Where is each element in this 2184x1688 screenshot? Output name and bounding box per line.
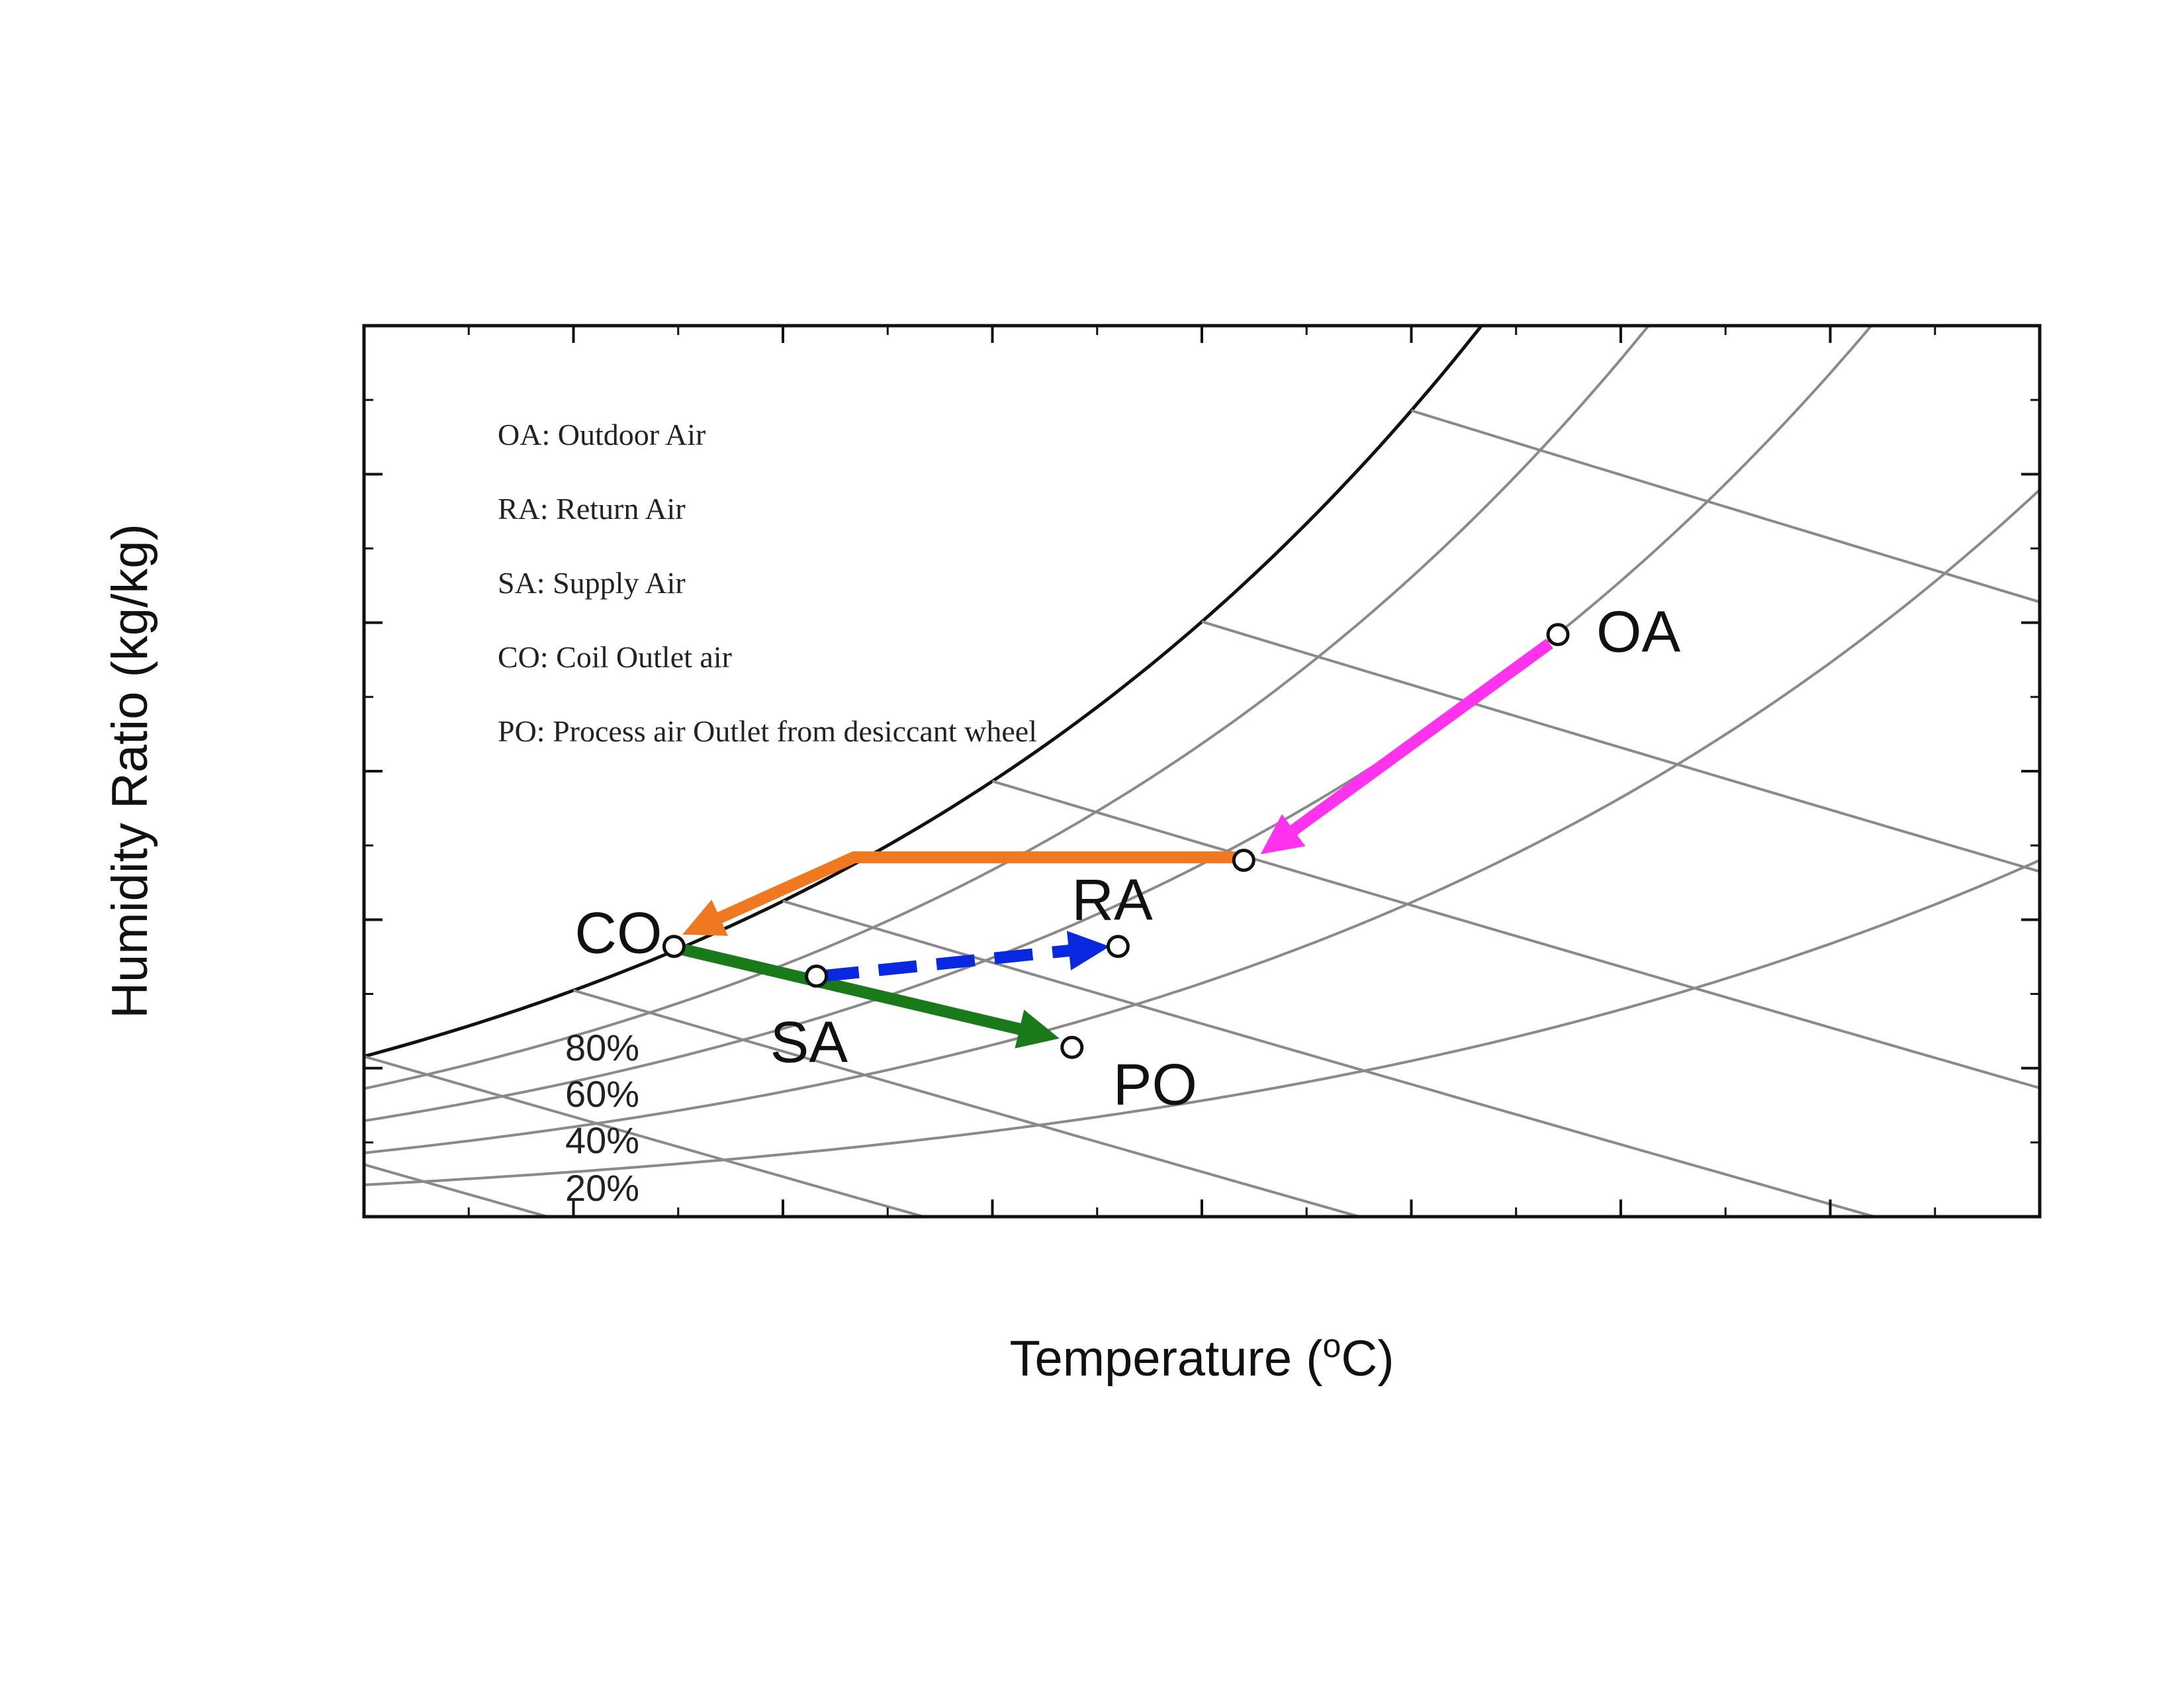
state-point-label: CO bbox=[574, 900, 662, 966]
state-point-marker bbox=[1232, 849, 1255, 872]
wet-bulb-line bbox=[364, 1163, 553, 1217]
state-point-marker bbox=[1060, 1035, 1084, 1059]
wet-bulb-line bbox=[572, 989, 1365, 1217]
rh-curve bbox=[364, 326, 1874, 1123]
rh-labels: 80% 60%40% 20% bbox=[565, 1027, 639, 1209]
legend-entry: CO: Coil Outlet air bbox=[498, 640, 732, 674]
process-line bbox=[681, 943, 1029, 1037]
x-axis-title: Temperature (oC) bbox=[1009, 1327, 1394, 1387]
rh-curve bbox=[364, 326, 1651, 1090]
rh-label: 80% bbox=[565, 1027, 639, 1068]
process-arrowhead bbox=[1260, 814, 1306, 855]
rh-label: 20% bbox=[565, 1167, 639, 1209]
y-axis-title: Humidity Ratio (kg/kg) bbox=[102, 524, 158, 1019]
axes: Temperature (oC) Humidity Ratio (kg/kg) bbox=[102, 324, 2042, 1387]
state-point-marker bbox=[805, 964, 829, 988]
process-arrows bbox=[681, 638, 1553, 1049]
legend-entry: OA: Outdoor Air bbox=[498, 418, 705, 451]
state-point-label: OA bbox=[1596, 599, 1680, 665]
wet-bulb-line bbox=[1410, 409, 2040, 604]
process-arrowhead bbox=[682, 900, 728, 936]
plot-frame bbox=[364, 326, 2040, 1217]
x-axis-title-text: Temperature ( bbox=[1009, 1331, 1322, 1387]
rh-curve bbox=[364, 859, 2040, 1186]
process-line bbox=[820, 943, 1078, 982]
state-point-label: SA bbox=[770, 1009, 848, 1075]
rh-label: 60% bbox=[565, 1073, 639, 1115]
legend-entry: PO: Process air Outlet from desiccant wh… bbox=[498, 714, 1037, 748]
legend: OA: Outdoor Air RA: Return Air SA: Supply … bbox=[498, 418, 1037, 748]
plot-area bbox=[364, 326, 2040, 1217]
state-point-marker bbox=[662, 935, 686, 959]
x-axis-title-unit: C) bbox=[1341, 1331, 1394, 1387]
state-point-label: PO bbox=[1113, 1051, 1197, 1117]
state-points: OA RA SA CO PO bbox=[574, 599, 1680, 1117]
legend-entry: SA: Supply Air bbox=[498, 566, 686, 600]
state-point-marker bbox=[1546, 623, 1570, 647]
rh-label: 40% bbox=[565, 1119, 639, 1161]
state-point-label: RA bbox=[1071, 867, 1153, 933]
x-axis-title-superscript: o bbox=[1323, 1327, 1342, 1364]
process-line bbox=[1283, 638, 1553, 840]
process-line bbox=[709, 851, 1236, 927]
wet-bulb-line bbox=[364, 1055, 929, 1217]
state-point-marker bbox=[1106, 935, 1130, 959]
legend-entry: RA: Return Air bbox=[498, 492, 686, 526]
wet-bulb-line bbox=[1201, 620, 2040, 873]
rh-curve bbox=[364, 489, 2040, 1154]
process-arrowhead bbox=[1067, 931, 1110, 970]
chart-lines bbox=[364, 326, 2040, 1217]
wet-bulb-line bbox=[991, 780, 2040, 1090]
process-arrowhead bbox=[1015, 1009, 1060, 1049]
